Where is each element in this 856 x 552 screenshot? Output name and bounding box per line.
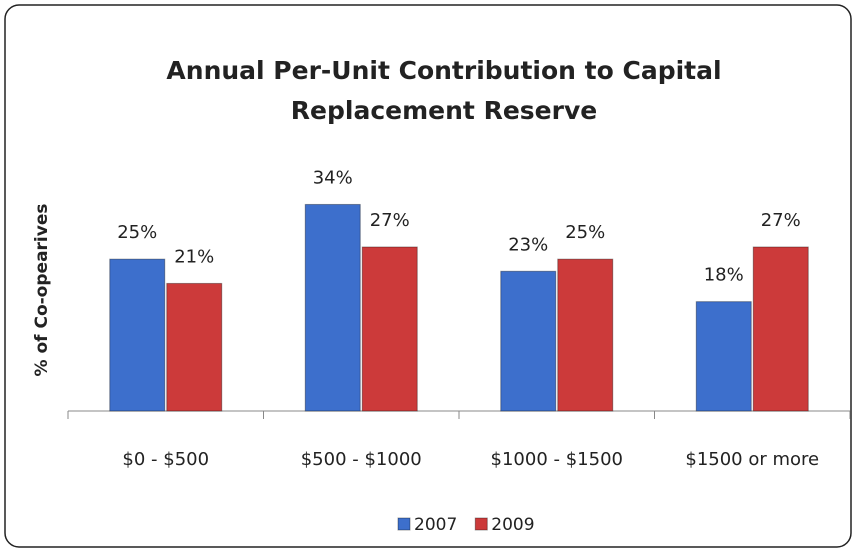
bar xyxy=(109,258,166,412)
bar xyxy=(500,270,557,412)
chart-title: Annual Per-Unit Contribution to Capital xyxy=(166,56,721,85)
data-label: 25% xyxy=(565,222,605,243)
data-label: 25% xyxy=(117,222,157,243)
bar xyxy=(752,246,809,412)
legend-label: 2009 xyxy=(491,515,534,535)
data-label: 27% xyxy=(370,210,410,231)
data-label: 34% xyxy=(313,167,353,188)
bar xyxy=(557,258,614,412)
chart-title: Replacement Reserve xyxy=(291,96,597,125)
legend-label: 2007 xyxy=(414,515,457,535)
x-tick-label: $1500 or more xyxy=(685,449,819,470)
data-label: 23% xyxy=(508,234,548,255)
data-label: 27% xyxy=(761,210,801,231)
bar xyxy=(695,301,752,412)
data-label: 18% xyxy=(704,265,744,286)
x-tick-label: $500 - $1000 xyxy=(301,449,422,470)
bar xyxy=(304,203,361,412)
y-axis-label: % of Co-opearives xyxy=(32,204,52,377)
data-label: 21% xyxy=(174,246,214,267)
x-tick-label: $1000 - $1500 xyxy=(491,449,623,470)
bar xyxy=(166,282,223,412)
bar xyxy=(361,246,418,412)
x-tick-label: $0 - $500 xyxy=(122,449,209,470)
legend-swatch xyxy=(474,517,488,531)
legend-swatch xyxy=(397,517,411,531)
